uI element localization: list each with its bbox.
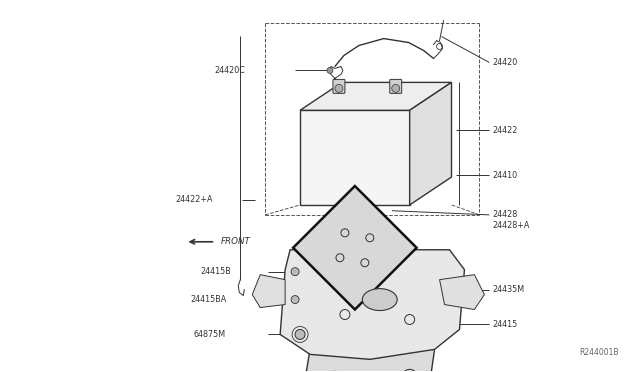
Circle shape <box>392 84 400 92</box>
Text: 24415BA: 24415BA <box>191 295 227 304</box>
Polygon shape <box>293 186 417 310</box>
Text: 24428+A: 24428+A <box>492 221 530 230</box>
Text: 64875M: 64875M <box>193 330 225 339</box>
Text: 24415: 24415 <box>492 320 518 329</box>
Circle shape <box>291 296 299 304</box>
Circle shape <box>327 371 343 372</box>
Text: 24415B: 24415B <box>200 267 231 276</box>
Circle shape <box>291 268 299 276</box>
Text: 24410: 24410 <box>492 170 518 180</box>
Polygon shape <box>440 275 484 310</box>
Polygon shape <box>280 250 465 359</box>
Text: 24422+A: 24422+A <box>175 195 213 205</box>
Circle shape <box>327 67 333 73</box>
Text: R244001B: R244001B <box>579 348 619 357</box>
Polygon shape <box>252 275 285 308</box>
Circle shape <box>295 330 305 339</box>
Text: FRONT: FRONT <box>220 237 250 246</box>
Polygon shape <box>300 110 410 205</box>
Text: 24435M: 24435M <box>492 285 524 294</box>
Circle shape <box>335 84 343 92</box>
Polygon shape <box>410 82 451 205</box>
Text: 24422: 24422 <box>492 126 518 135</box>
Circle shape <box>402 369 418 372</box>
FancyBboxPatch shape <box>333 79 345 93</box>
Text: 24420C: 24420C <box>214 66 245 75</box>
Ellipse shape <box>362 289 397 311</box>
Polygon shape <box>300 82 451 110</box>
FancyBboxPatch shape <box>390 79 402 93</box>
Polygon shape <box>305 349 435 372</box>
Text: 24420: 24420 <box>492 58 518 67</box>
Text: 24428: 24428 <box>492 211 518 219</box>
